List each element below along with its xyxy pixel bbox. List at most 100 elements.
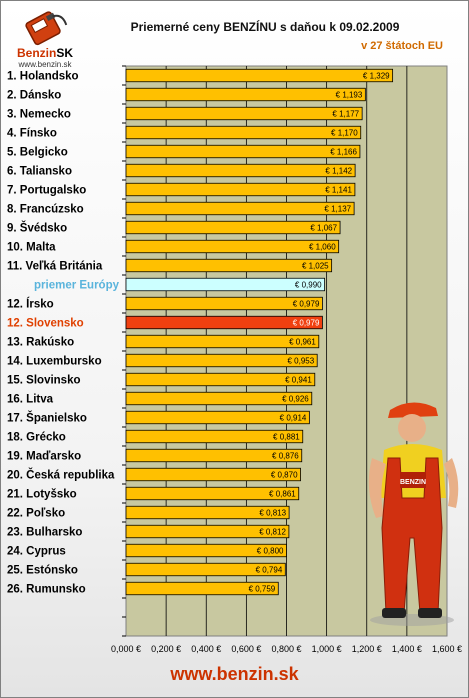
category-label: 24. Cyprus	[7, 546, 66, 558]
category-label: 17. Španielsko	[7, 412, 87, 425]
mascot-worker-illustration: BENZIN	[368, 402, 459, 626]
bar-value-label: € 1,137	[324, 205, 351, 214]
category-label: 1. Holandsko	[7, 71, 79, 83]
category-label: priemer Európy	[34, 280, 120, 292]
bar-value-label: € 0,813	[259, 509, 286, 518]
category-label: 5. Belgicko	[7, 147, 68, 159]
x-tick-label: 0,400 €	[191, 644, 221, 654]
category-label: 13. Rakúsko	[7, 337, 74, 349]
bar-value-label: € 0,881	[273, 433, 300, 442]
category-label: 6. Taliansko	[7, 166, 72, 178]
x-tick-label: 1,000 €	[312, 644, 342, 654]
bar-value-label: € 0,800	[257, 547, 284, 556]
category-label: 22. Poľsko	[7, 508, 65, 520]
bar-value-label: € 0,979	[293, 300, 320, 309]
bar	[125, 277, 326, 292]
category-label: 18. Grécko	[7, 432, 66, 444]
fuel-pump-icon	[25, 11, 68, 46]
bar	[125, 334, 320, 349]
bar-value-label: € 0,870	[271, 471, 298, 480]
bar-value-label: € 1,067	[310, 224, 337, 233]
bar	[125, 239, 340, 254]
bar	[125, 353, 318, 368]
category-label: 25. Estónsko	[7, 565, 78, 577]
logo-url: www.benzin.sk	[18, 60, 72, 69]
bar-value-label: € 0,953	[287, 357, 314, 366]
x-tick-label: 0,800 €	[271, 644, 301, 654]
category-label: 8. Francúzsko	[7, 204, 84, 216]
category-label: 21. Lotyšsko	[7, 489, 77, 501]
bar	[125, 144, 361, 159]
bar-value-label: € 1,170	[331, 129, 358, 138]
bar-value-label: € 0,961	[289, 338, 316, 347]
category-label: 26. Rumunsko	[7, 584, 86, 596]
bar	[125, 220, 341, 235]
bar-value-label: € 0,979	[293, 319, 320, 328]
bar-value-label: € 1,060	[309, 243, 336, 252]
category-label: 2. Dánsko	[7, 90, 61, 102]
bar	[125, 296, 323, 311]
bar	[125, 505, 290, 520]
bar	[125, 372, 316, 387]
bar-value-label: € 0,794	[256, 566, 283, 575]
bar-value-label: € 1,177	[332, 110, 359, 119]
bar	[125, 486, 300, 501]
bar	[125, 163, 356, 178]
x-tick-label: 0,600 €	[231, 644, 261, 654]
category-label: 7. Portugalsko	[7, 185, 86, 197]
bar	[125, 410, 310, 425]
category-label: 15. Slovinsko	[7, 375, 81, 387]
category-label: 14. Luxembursko	[7, 356, 102, 368]
category-label: 3. Nemecko	[7, 109, 71, 121]
bar-value-label: € 1,193	[336, 91, 363, 100]
bar-value-label: € 0,914	[280, 414, 307, 423]
bar	[125, 524, 290, 539]
mascot-badge-text: BENZIN	[400, 479, 426, 486]
bar	[125, 581, 279, 596]
category-label: 20. Česká republika	[7, 469, 115, 482]
bar-value-label: € 1,166	[330, 148, 357, 157]
bar-value-label: € 0,941	[285, 376, 312, 385]
bar	[125, 562, 286, 577]
category-label: 12. Írsko	[7, 298, 54, 311]
x-tick-label: 1,200 €	[352, 644, 382, 654]
bar-value-label: € 1,141	[325, 186, 352, 195]
bar	[125, 429, 304, 444]
bar	[125, 201, 355, 216]
bar	[125, 467, 301, 482]
category-label: 23. Bulharsko	[7, 527, 82, 539]
bar	[125, 391, 313, 406]
footer-url: www.benzin.sk	[170, 664, 299, 684]
bar-value-label: € 1,329	[363, 72, 390, 81]
bar-value-label: € 0,759	[249, 585, 276, 594]
bar	[125, 106, 363, 121]
bar-value-label: € 0,990	[295, 281, 322, 290]
bar-value-label: € 0,926	[282, 395, 309, 404]
x-tick-label: 1,400 €	[392, 644, 422, 654]
bar-value-label: € 0,861	[269, 490, 296, 499]
category-label: 10. Malta	[7, 242, 56, 254]
bar-value-label: € 0,876	[272, 452, 299, 461]
chart-subtitle: v 27 štátoch EU	[361, 40, 443, 52]
category-label: 16. Litva	[7, 394, 54, 406]
bar	[125, 182, 356, 197]
bar	[125, 315, 323, 330]
bar-value-label: € 1,142	[325, 167, 352, 176]
category-label: 12. Slovensko	[7, 318, 84, 330]
logo-brand: BenzinSK	[16, 46, 73, 60]
bar	[125, 87, 366, 102]
x-tick-label: 0,000 €	[111, 644, 141, 654]
bar-value-label: € 0,812	[259, 528, 286, 537]
bar-value-label: € 1,025	[302, 262, 329, 271]
bar	[125, 258, 333, 273]
bar	[125, 68, 394, 83]
category-label: 19. Maďarsko	[7, 451, 81, 463]
bar	[125, 448, 303, 463]
chart-title: Priemerné ceny BENZÍNU s daňou k 09.02.2…	[130, 20, 400, 34]
category-label: 9. Švédsko	[7, 222, 67, 235]
bar	[125, 543, 287, 558]
category-label: 4. Fínsko	[7, 128, 57, 140]
x-tick-label: 0,200 €	[151, 644, 181, 654]
benzin-logo: BenzinSK www.benzin.sk	[4, 10, 86, 69]
bar	[125, 125, 362, 140]
